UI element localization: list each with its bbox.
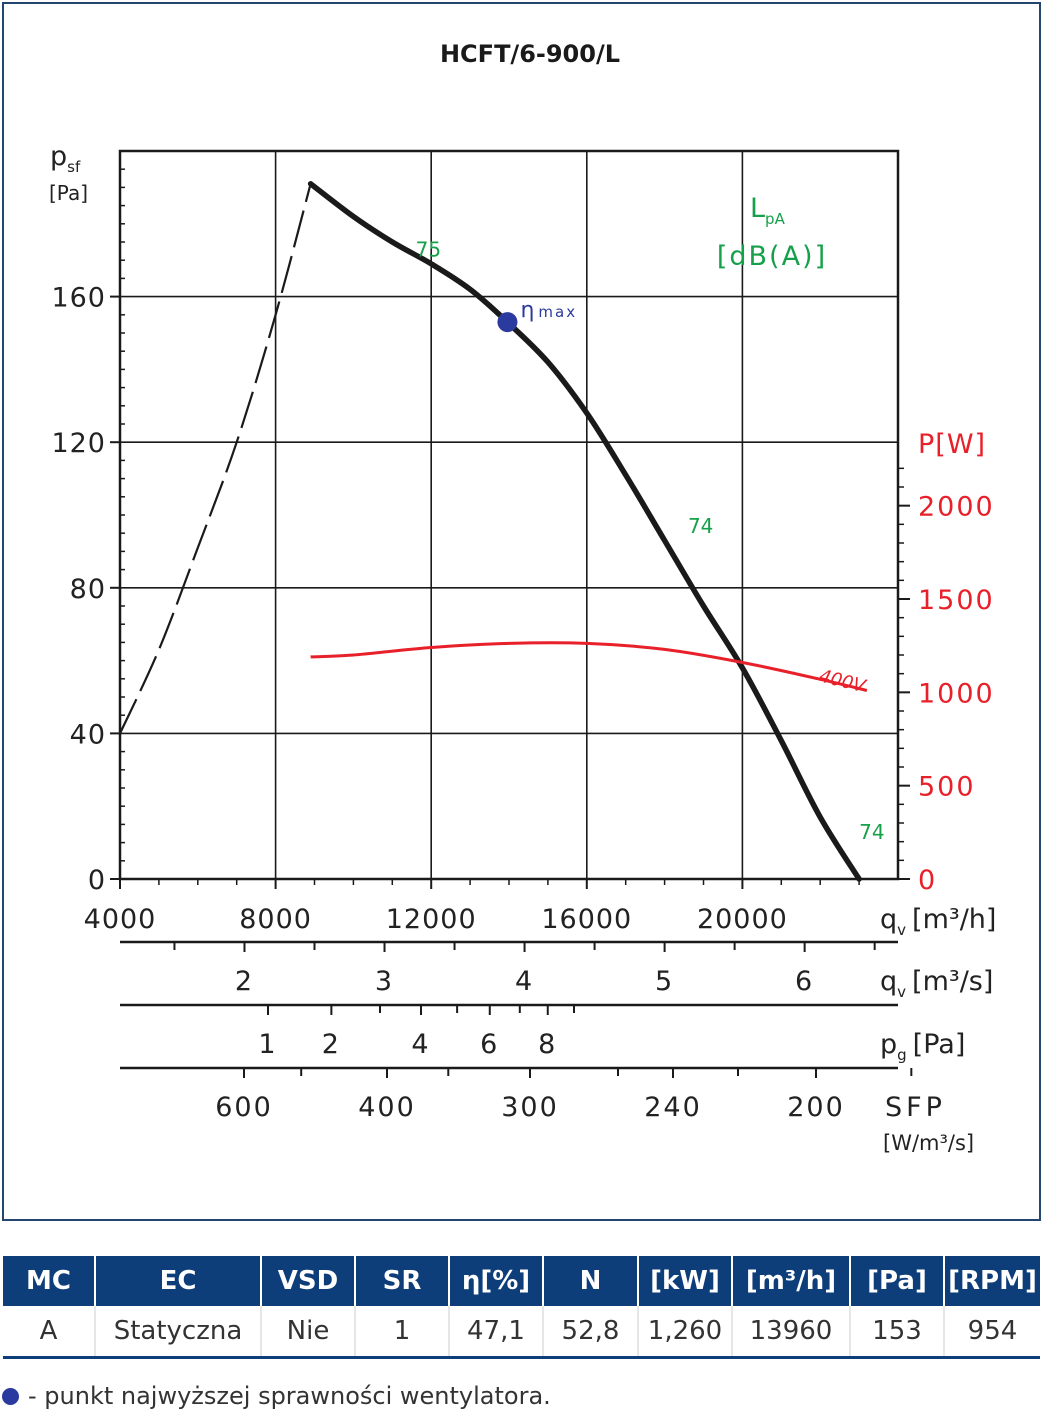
- optimum-point-icon: [2, 1387, 19, 1405]
- chart-title: HCFT/6-900/L: [440, 40, 620, 68]
- cell-airflow: 13960: [731, 1306, 850, 1359]
- cell-mc: A: [3, 1306, 95, 1359]
- y2-tick-label: 2000: [918, 492, 995, 523]
- header-airflow: [m³/h]: [731, 1256, 850, 1306]
- optimum-point-label: η max: [520, 298, 577, 323]
- scale-tick-label: 1: [258, 1029, 277, 1060]
- sound-level-label: 74: [859, 820, 884, 844]
- cell-sr: 1: [354, 1306, 449, 1359]
- header-sr: SR: [354, 1256, 449, 1306]
- cell-rpm: 954: [943, 1306, 1040, 1359]
- scale-axis-label: pg [Pa]: [880, 1029, 965, 1064]
- x-axis-label: qv [m³/h]: [880, 904, 996, 939]
- optimum-point-marker: [497, 312, 518, 333]
- cell-ec: Statyczna: [94, 1306, 261, 1359]
- y-axis-label: psf: [50, 141, 81, 176]
- table-header-row: MC EC VSD SR η[%] N [kW] [m³/h] [Pa] [RP…: [3, 1256, 1040, 1306]
- y-tick-label: 0: [88, 865, 106, 896]
- scale-tick-label: 5: [655, 966, 674, 997]
- scale-tick-label: 6: [480, 1029, 499, 1060]
- scale-tick-label: 4: [515, 966, 534, 997]
- cell-n: 52,8: [542, 1306, 638, 1359]
- scale-tick-label: 600: [215, 1092, 273, 1123]
- header-n: N: [542, 1256, 638, 1306]
- y-tick-label: 120: [51, 428, 106, 459]
- y2-tick-label: 0: [918, 865, 937, 896]
- cell-efficiency: 47,1: [448, 1306, 543, 1359]
- header-power: [kW]: [637, 1256, 732, 1306]
- y-tick-label: 40: [70, 719, 106, 750]
- header-ec: EC: [94, 1256, 261, 1306]
- x-tick-label: 16000: [541, 904, 632, 935]
- table-row: A Statyczna Nie 1 47,1 52,8 1,260 13960 …: [3, 1306, 1040, 1359]
- scale-tick-label: 3: [375, 966, 394, 997]
- sound-axis-unit: [dB(A)]: [717, 241, 827, 272]
- power-curve: [310, 641, 868, 692]
- scale-tick-label: 8: [538, 1029, 557, 1060]
- sound-level-label: 75: [416, 238, 441, 262]
- scale-tick-label: 400: [358, 1092, 416, 1123]
- scale-tick-label: 4: [411, 1029, 430, 1060]
- footnote: - punkt najwyższej sprawności wentylator…: [2, 1382, 551, 1410]
- y2-tick-label: 500: [918, 772, 976, 803]
- scale-axis-label: SFP: [885, 1092, 946, 1123]
- x-tick-label: 12000: [386, 904, 477, 935]
- cell-power: 1,260: [637, 1306, 732, 1359]
- scale-tick-label: 300: [501, 1092, 559, 1123]
- scale-tick-label: 2: [235, 966, 254, 997]
- y-tick-label: 160: [51, 283, 106, 314]
- y2-axis-label: P[W]: [918, 429, 986, 460]
- cell-pressure: 153: [849, 1306, 944, 1359]
- pressure-curve-unstable: [119, 183, 312, 734]
- footnote-text: - punkt najwyższej sprawności wentylator…: [28, 1382, 551, 1410]
- y-tick-label: 80: [70, 574, 106, 605]
- x-tick-label: 4000: [84, 904, 157, 935]
- header-vsd: VSD: [260, 1256, 355, 1306]
- pressure-curve: [307, 181, 862, 882]
- y-axis-unit: [Pa]: [49, 181, 88, 205]
- scale-axis-unit: [W/m³/s]: [883, 1131, 974, 1155]
- scale-tick-label: 240: [644, 1092, 702, 1123]
- x-tick-label: 8000: [239, 904, 312, 935]
- header-mc: MC: [3, 1256, 95, 1306]
- y2-tick-label: 1000: [918, 678, 995, 709]
- sound-level-label: 74: [688, 514, 713, 538]
- scale-tick-label: 6: [795, 966, 814, 997]
- scale-tick-label: 200: [787, 1092, 845, 1123]
- scale-tick-label: 2: [322, 1029, 341, 1060]
- y2-tick-label: 1500: [918, 585, 995, 616]
- sound-axis-label: LpA: [750, 193, 786, 228]
- spec-table: MC EC VSD SR η[%] N [kW] [m³/h] [Pa] [RP…: [3, 1256, 1040, 1359]
- header-efficiency: η[%]: [448, 1256, 543, 1306]
- cell-vsd: Nie: [260, 1306, 355, 1359]
- header-pressure: [Pa]: [849, 1256, 944, 1306]
- x-tick-label: 20000: [697, 904, 788, 935]
- power-curve-label: 400V: [817, 666, 869, 698]
- scale-axis-label: qv [m³/s]: [880, 966, 993, 1001]
- header-rpm: [RPM]: [943, 1256, 1040, 1306]
- chart-frame: [2, 2, 1041, 1221]
